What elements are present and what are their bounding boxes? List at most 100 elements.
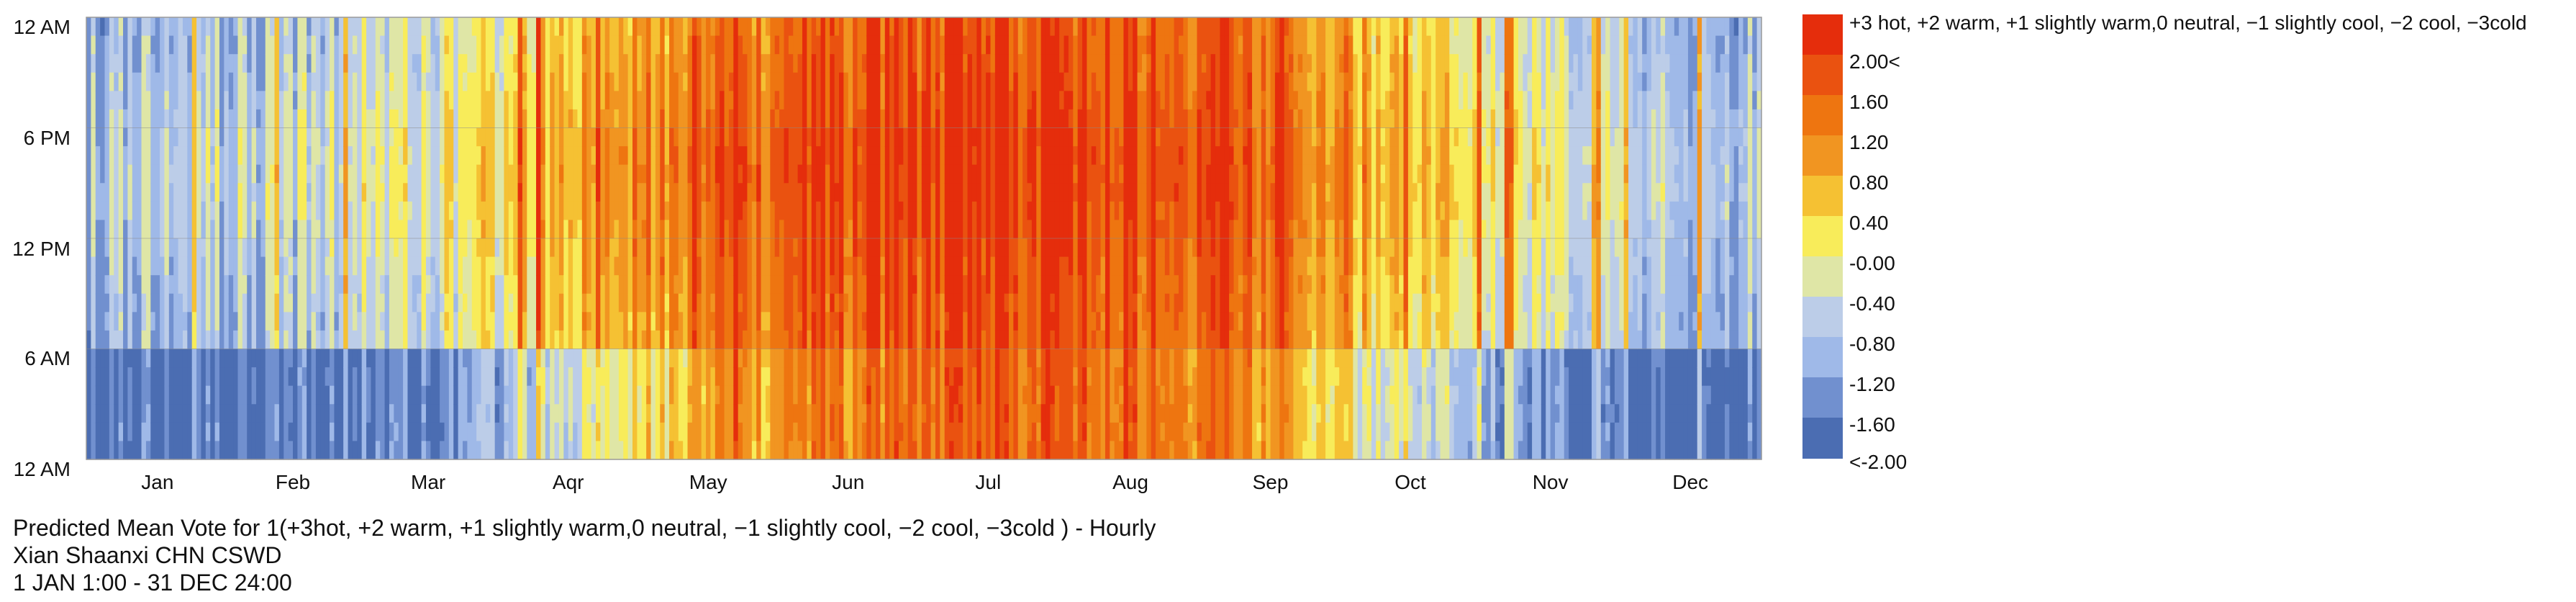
heatmap-cell	[820, 238, 826, 258]
heatmap-cell	[940, 220, 945, 239]
heatmap-cell	[793, 220, 799, 239]
heatmap-cell	[586, 404, 592, 423]
heatmap-cell	[1008, 72, 1014, 91]
heatmap-cell	[375, 238, 381, 258]
heatmap-cell	[91, 256, 96, 276]
heatmap-cell	[788, 349, 794, 368]
heatmap-cell	[463, 109, 468, 129]
heatmap-cell	[944, 201, 950, 221]
heatmap-cell	[853, 441, 858, 460]
heatmap-cell	[132, 164, 137, 184]
heatmap-cell	[1031, 293, 1037, 313]
heatmap-cell	[1017, 330, 1023, 350]
heatmap-cell	[123, 275, 128, 295]
heatmap-cell	[627, 220, 633, 239]
heatmap-cell	[233, 349, 239, 368]
heatmap-cell	[1036, 109, 1042, 129]
heatmap-cell	[293, 127, 298, 147]
heatmap-cell	[958, 35, 963, 55]
heatmap-cell	[320, 146, 326, 166]
heatmap-cell	[573, 312, 579, 331]
heatmap-cell	[866, 293, 872, 313]
heatmap-cell	[490, 127, 496, 147]
heatmap-cell	[573, 201, 579, 221]
heatmap-cell	[999, 54, 1005, 73]
heatmap-cell	[912, 91, 918, 110]
heatmap-cell	[293, 54, 298, 73]
heatmap-cell	[325, 183, 330, 202]
heatmap-cell	[371, 164, 376, 184]
heatmap-cell	[361, 441, 367, 460]
heatmap-cell	[1004, 275, 1010, 295]
heatmap-cell	[417, 238, 422, 258]
heatmap-cell	[320, 17, 326, 37]
heatmap-cell	[196, 146, 202, 166]
heatmap-cell	[958, 330, 963, 350]
heatmap-cell	[412, 72, 417, 91]
heatmap-cell	[880, 349, 886, 368]
heatmap-cell	[463, 35, 468, 55]
heatmap-cell	[963, 17, 969, 37]
heatmap-cell	[949, 183, 955, 202]
heatmap-cell	[581, 312, 587, 331]
heatmap-cell	[270, 220, 276, 239]
heatmap-cell	[297, 220, 303, 239]
heatmap-cell	[270, 312, 276, 331]
heatmap-cell	[623, 127, 629, 147]
heatmap-cell	[701, 54, 707, 73]
heatmap-cell	[508, 183, 514, 202]
heatmap-cell	[944, 256, 950, 276]
heatmap-cell	[774, 293, 780, 313]
heatmap-cell	[440, 367, 445, 387]
heatmap-cell	[168, 312, 174, 331]
heatmap-cell	[187, 385, 193, 405]
heatmap-cell	[513, 275, 519, 295]
heatmap-cell	[467, 349, 473, 368]
heatmap-cell	[481, 17, 486, 37]
heatmap-cell	[315, 127, 321, 147]
heatmap-cell	[150, 72, 156, 91]
heatmap-cell	[182, 293, 188, 313]
heatmap-cell	[104, 35, 110, 55]
heatmap-cell	[265, 35, 271, 55]
heatmap-cell	[86, 330, 91, 350]
heatmap-cell	[494, 275, 500, 295]
heatmap-cell	[921, 404, 927, 423]
heatmap-cell	[403, 293, 409, 313]
heatmap-cell	[976, 54, 982, 73]
heatmap-cell	[307, 164, 312, 184]
heatmap-cell	[417, 256, 422, 276]
heatmap-cell	[95, 330, 101, 350]
heatmap-cell	[348, 220, 353, 239]
heatmap-cell	[219, 54, 225, 73]
heatmap-cell	[632, 385, 638, 405]
heatmap-cell	[173, 127, 179, 147]
heatmap-cell	[898, 91, 904, 110]
heatmap-cell	[650, 109, 656, 129]
heatmap-cell	[361, 385, 367, 405]
heatmap-cell	[903, 349, 909, 368]
heatmap-cell	[1008, 238, 1014, 258]
heatmap-cell	[843, 441, 849, 460]
heatmap-cell	[853, 220, 858, 239]
heatmap-cell	[816, 183, 822, 202]
heatmap-cell	[949, 220, 955, 239]
heatmap-cell	[1022, 275, 1028, 295]
heatmap-cell	[683, 72, 689, 91]
heatmap-cell	[531, 127, 537, 147]
heatmap-cell	[894, 293, 899, 313]
heatmap-cell	[187, 293, 193, 313]
heatmap-cell	[384, 127, 390, 147]
heatmap-cell	[743, 127, 748, 147]
heatmap-cell	[917, 256, 922, 276]
heatmap-cell	[733, 183, 739, 202]
heatmap-cell	[994, 91, 1000, 110]
heatmap-cell	[1022, 54, 1028, 73]
heatmap-cell	[912, 404, 918, 423]
heatmap-cell	[646, 17, 652, 37]
heatmap-cell	[219, 256, 225, 276]
heatmap-cell	[187, 146, 193, 166]
heatmap-cell	[357, 441, 363, 460]
heatmap-cell	[160, 54, 165, 73]
heatmap-cell	[114, 35, 119, 55]
